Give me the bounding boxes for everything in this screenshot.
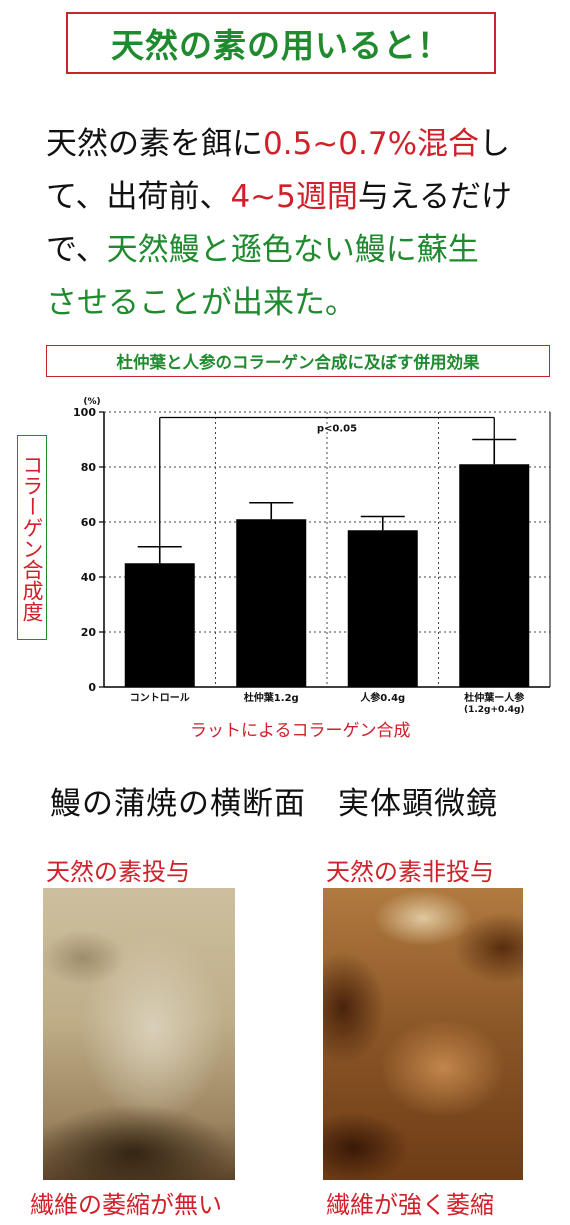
chart-ylabel: コラーゲン合成度 — [20, 453, 44, 622]
bar-0 — [124, 563, 195, 687]
eel-cross-section-treated-image — [43, 888, 235, 1180]
chart-title: 杜仲葉と人参のコラーゲン合成に及ぼす併用効果 — [116, 353, 480, 372]
chart-title-box: 杜仲葉と人参のコラーゲン合成に及ぼす併用効果 — [46, 345, 550, 377]
intro-highlight-result-2: させることが出来た。 — [46, 285, 356, 321]
headline: 天然の素の用いると！ — [111, 26, 451, 65]
x-tick-label-3: 杜仲葉ー人参 — [464, 691, 524, 704]
significance-label: p<0.05 — [317, 424, 357, 435]
x-tick-label-1: 杜仲葉1.2g — [244, 691, 299, 704]
intro-highlight-ratio: 0.5~0.7%混合 — [263, 126, 480, 162]
chart-caption: ラットによるコラーゲン合成 — [190, 721, 411, 741]
y-tick-label-5: 100 — [73, 406, 96, 419]
intro-text-2: し — [479, 126, 511, 162]
x-tick-label-2: 人参0.4g — [360, 691, 405, 704]
y-tick-label-2: 40 — [81, 571, 97, 584]
intro-highlight-result-1: 天然鰻と遜色ない鰻に蘇生 — [106, 232, 479, 268]
eel-cross-section-untreated-image — [323, 888, 523, 1180]
section-title: 鰻の蒲焼の横断面 実体顕微鏡 — [50, 786, 498, 822]
intro-text: 天然の素を餌に0.5~0.7%混合して、出荷前、4~5週間与えるだけで、天然鰻と… — [46, 118, 556, 330]
intro-highlight-weeks: 4~5週間 — [230, 179, 358, 215]
intro-text-5: で、 — [46, 232, 107, 268]
left-image-caption: 繊維の萎縮が無い — [30, 1191, 222, 1219]
y-tick-label-4: 80 — [81, 461, 97, 474]
bar-3 — [459, 464, 530, 687]
left-image-label: 天然の素投与 — [46, 858, 190, 886]
right-image-caption: 繊維が強く萎縮 — [326, 1191, 494, 1219]
bar-2 — [347, 530, 418, 687]
intro-text-4: 与えるだけ — [357, 179, 512, 215]
x-tick-label-0: コントロール — [130, 692, 190, 704]
bar-1 — [236, 519, 307, 687]
y-tick-label-0: 0 — [88, 681, 96, 694]
right-image-label: 天然の素非投与 — [326, 858, 494, 886]
y-tick-label-3: 60 — [81, 516, 97, 529]
intro-text-3: て、出荷前、 — [46, 179, 231, 215]
y-unit-label: (%) — [83, 397, 100, 407]
intro-text-1: 天然の素を餌に — [46, 126, 263, 162]
y-tick-label-1: 20 — [81, 626, 97, 639]
x-tick-sublabel-3: (1.2g+0.4g) — [464, 705, 525, 715]
chart-ylabel-box: コラーゲン合成度 — [17, 435, 47, 640]
collagen-bar-chart: 0 20 40 60 80 100(%) p<0.05 コントロール 杜仲葉1.2g 人参0.4g… — [73, 397, 551, 715]
headline-box: 天然の素の用いると！ — [66, 12, 496, 74]
